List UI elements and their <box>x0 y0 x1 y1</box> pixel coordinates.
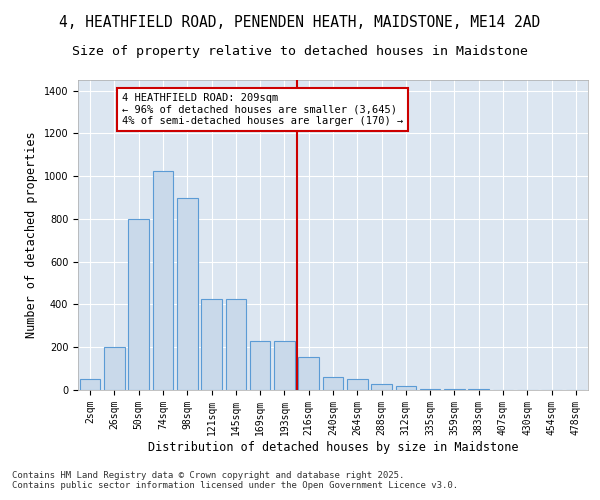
Bar <box>420 389 440 390</box>
X-axis label: Distribution of detached houses by size in Maidstone: Distribution of detached houses by size … <box>148 440 518 454</box>
Bar <box>444 389 465 390</box>
Bar <box>323 377 343 390</box>
Bar <box>201 299 222 390</box>
Bar <box>226 299 246 390</box>
Bar <box>177 198 197 390</box>
Bar <box>274 341 295 390</box>
Text: Contains HM Land Registry data © Crown copyright and database right 2025.
Contai: Contains HM Land Registry data © Crown c… <box>12 470 458 490</box>
Bar <box>395 386 416 390</box>
Bar <box>371 384 392 390</box>
Text: Size of property relative to detached houses in Maidstone: Size of property relative to detached ho… <box>72 45 528 58</box>
Bar <box>250 341 271 390</box>
Bar <box>152 171 173 390</box>
Y-axis label: Number of detached properties: Number of detached properties <box>25 132 38 338</box>
Bar <box>80 380 100 390</box>
Bar <box>469 389 489 390</box>
Text: 4, HEATHFIELD ROAD, PENENDEN HEATH, MAIDSTONE, ME14 2AD: 4, HEATHFIELD ROAD, PENENDEN HEATH, MAID… <box>59 15 541 30</box>
Text: 4 HEATHFIELD ROAD: 209sqm
← 96% of detached houses are smaller (3,645)
4% of sem: 4 HEATHFIELD ROAD: 209sqm ← 96% of detac… <box>122 93 403 126</box>
Bar <box>298 357 319 390</box>
Bar <box>347 380 368 390</box>
Bar <box>128 219 149 390</box>
Bar <box>104 347 125 390</box>
